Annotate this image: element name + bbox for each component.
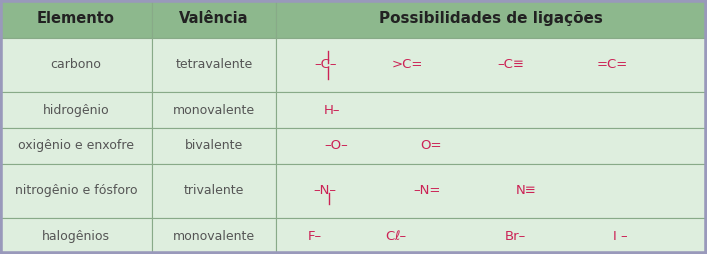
Text: nitrogênio e fósforo: nitrogênio e fósforo	[15, 184, 137, 197]
Text: monovalente: monovalente	[173, 104, 255, 117]
Bar	[152, 164, 276, 218]
Text: Possibilidades de ligações: Possibilidades de ligações	[380, 11, 603, 26]
Bar	[152, 92, 276, 128]
Text: monovalente: monovalente	[173, 230, 255, 243]
Bar	[0, 164, 152, 218]
Bar	[0, 218, 152, 254]
Text: Br–: Br–	[505, 230, 526, 243]
Text: oxigênio e enxofre: oxigênio e enxofre	[18, 139, 134, 152]
Text: –C≡: –C≡	[497, 58, 525, 71]
Text: –C–: –C–	[314, 58, 337, 71]
Text: Elemento: Elemento	[37, 11, 115, 26]
Bar	[0, 38, 152, 92]
Text: ℓ–: ℓ–	[395, 230, 407, 243]
Text: Valência: Valência	[179, 11, 249, 26]
Bar	[0, 128, 152, 164]
Text: –N=: –N=	[413, 184, 440, 197]
Bar	[276, 218, 707, 254]
Bar	[0, 92, 152, 128]
Text: >C=: >C=	[392, 58, 423, 71]
Bar	[276, 92, 707, 128]
Text: –O–: –O–	[325, 139, 348, 152]
Text: O=: O=	[420, 139, 442, 152]
Text: I –: I –	[614, 230, 628, 243]
Bar	[276, 164, 707, 218]
Text: trivalente: trivalente	[184, 184, 244, 197]
Text: C: C	[385, 230, 395, 243]
Text: hidrogênio: hidrogênio	[42, 104, 110, 117]
Bar	[276, 128, 707, 164]
Text: bivalente: bivalente	[185, 139, 243, 152]
Text: carbono: carbono	[51, 58, 101, 71]
Bar	[276, 38, 707, 92]
Text: =C=: =C=	[597, 58, 628, 71]
Text: tetravalente: tetravalente	[175, 58, 252, 71]
Text: –N–: –N–	[314, 184, 337, 197]
Bar	[152, 218, 276, 254]
Text: N≡: N≡	[515, 184, 537, 197]
Text: H–: H–	[324, 104, 340, 117]
Bar	[0, 0, 152, 38]
Text: halogênios: halogênios	[42, 230, 110, 243]
Bar	[152, 38, 276, 92]
Bar	[152, 128, 276, 164]
Bar	[276, 0, 707, 38]
Bar	[152, 0, 276, 38]
Text: F–: F–	[308, 230, 322, 243]
